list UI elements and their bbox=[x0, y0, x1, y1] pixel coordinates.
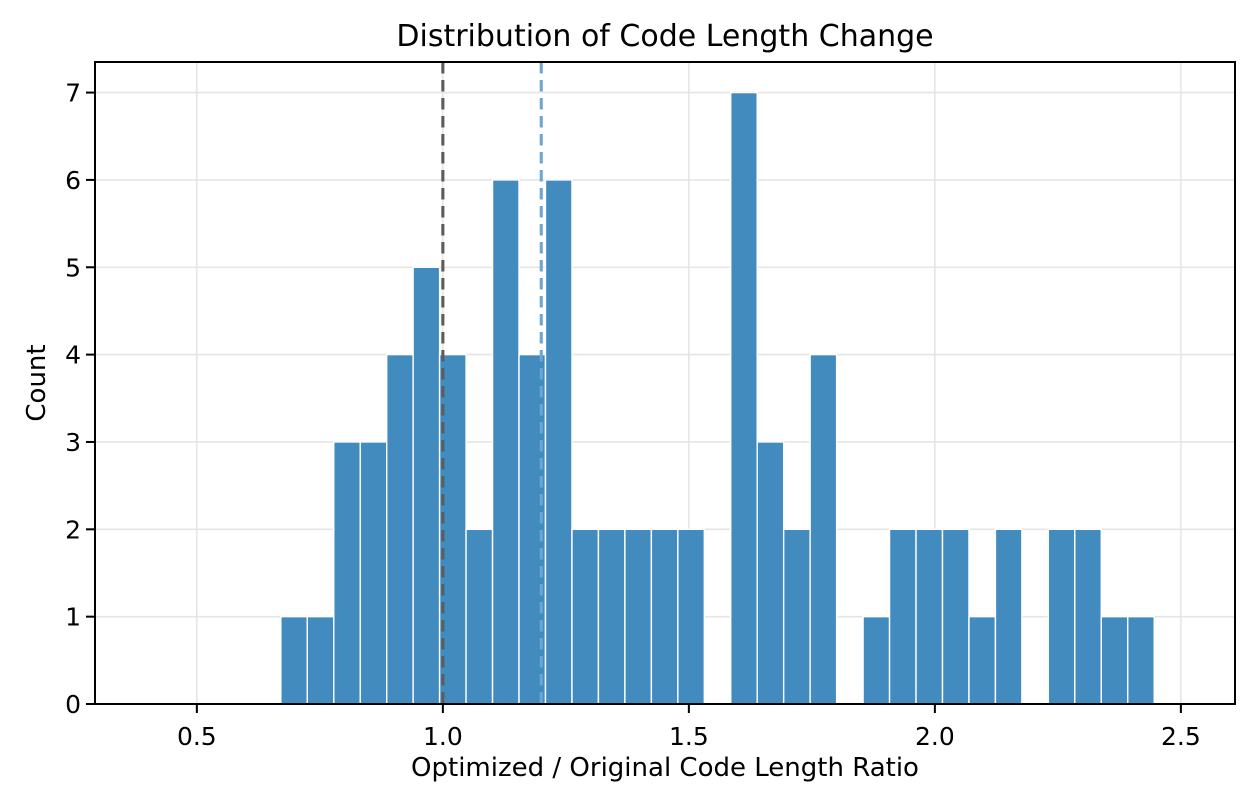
histogram-bar bbox=[677, 528, 706, 705]
y-tick-label: 3 bbox=[65, 428, 81, 457]
y-tick-label: 4 bbox=[65, 341, 81, 370]
histogram-bar bbox=[571, 528, 600, 705]
histogram-bar bbox=[1074, 528, 1102, 705]
histogram-bar bbox=[888, 528, 917, 705]
histogram-bar bbox=[915, 528, 944, 705]
x-tick-label: 2.5 bbox=[1161, 722, 1201, 751]
y-tick-label: 5 bbox=[65, 253, 81, 282]
x-tick-label: 1.0 bbox=[423, 722, 463, 751]
histogram-bar bbox=[730, 91, 758, 705]
histogram-bar bbox=[968, 615, 997, 705]
y-tick-label: 6 bbox=[65, 166, 81, 195]
histogram-bar bbox=[386, 353, 414, 705]
y-axis-label: Count bbox=[22, 344, 52, 422]
histogram-bar bbox=[1100, 615, 1129, 705]
axes-border bbox=[94, 61, 1236, 705]
histogram-bar bbox=[491, 179, 520, 705]
x-axis-label: Optimized / Original Code Length Ratio bbox=[411, 753, 919, 783]
histogram-bar bbox=[544, 179, 573, 705]
histogram-bar bbox=[597, 528, 626, 705]
histogram-bar bbox=[1047, 528, 1076, 705]
histogram-bar bbox=[359, 441, 388, 705]
x-tick-label: 0.5 bbox=[177, 722, 217, 751]
histogram-bar bbox=[465, 528, 494, 705]
x-tick-label: 1.5 bbox=[669, 722, 709, 751]
histogram-bar bbox=[862, 615, 891, 705]
histogram-bar bbox=[624, 528, 653, 705]
histogram-bar bbox=[412, 266, 441, 705]
histogram-bar bbox=[782, 528, 811, 705]
y-tick-label: 0 bbox=[65, 690, 81, 719]
chart-title: Distribution of Code Length Change bbox=[396, 19, 934, 54]
y-tick-label: 2 bbox=[65, 515, 81, 544]
histogram-bar bbox=[756, 441, 785, 705]
x-tick-label: 2.0 bbox=[915, 722, 955, 751]
histogram-bar bbox=[280, 615, 309, 705]
histogram-bar bbox=[941, 528, 970, 705]
histogram-bar bbox=[650, 528, 679, 705]
y-tick-label: 7 bbox=[65, 79, 81, 108]
histogram-bar bbox=[306, 615, 335, 705]
histogram-bar bbox=[994, 528, 1023, 705]
histogram-bar bbox=[809, 353, 838, 705]
histogram-bar bbox=[1127, 615, 1155, 705]
y-tick-label: 1 bbox=[65, 603, 81, 632]
histogram-bar bbox=[333, 441, 361, 705]
